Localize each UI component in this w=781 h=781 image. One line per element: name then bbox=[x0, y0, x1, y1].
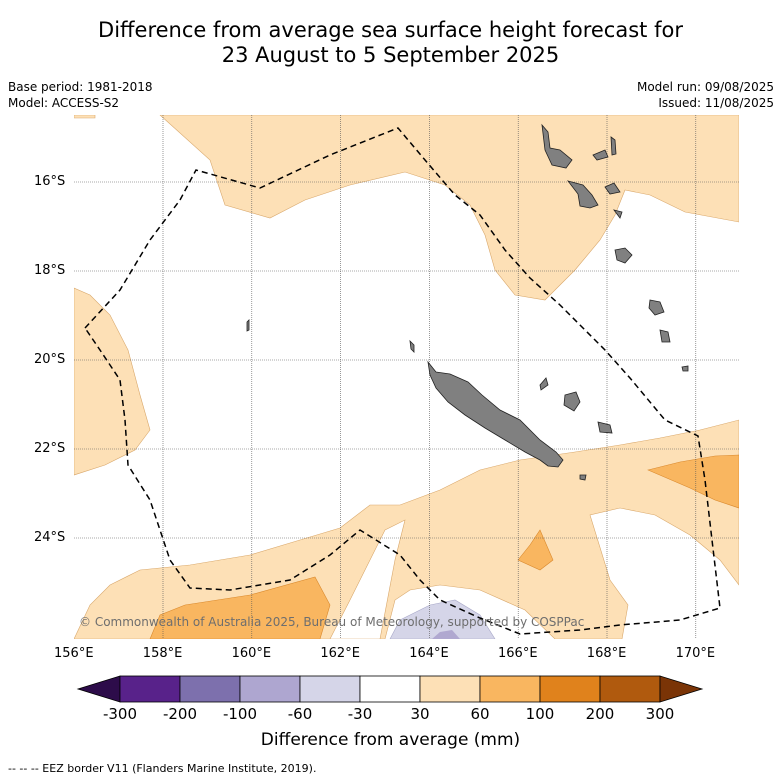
longitude-label: 168°E bbox=[586, 646, 627, 661]
anomaly-patch-east bbox=[647, 454, 739, 509]
island-west bbox=[246, 319, 250, 332]
anomaly-patch-negative bbox=[389, 599, 496, 639]
colorbar-label: 60 bbox=[470, 705, 490, 723]
latitude-label: 16°S bbox=[34, 174, 66, 189]
island-hunter bbox=[579, 474, 587, 481]
colorbar-title: Difference from average (mm) bbox=[260, 730, 521, 750]
anomaly-region-north bbox=[74, 115, 739, 301]
colorbar-segment bbox=[359, 675, 421, 703]
colorbar-segment bbox=[119, 675, 181, 703]
vanuatu-4 bbox=[566, 180, 599, 209]
longitude-label: 166°E bbox=[498, 646, 538, 661]
colorbar-label: 200 bbox=[585, 705, 615, 723]
colorbar-label: 30 bbox=[410, 705, 430, 723]
title-line-2: 23 August to 5 September 2025 bbox=[221, 43, 560, 67]
anomaly-patch-negative-core bbox=[432, 630, 460, 639]
colorbar-segment bbox=[239, 675, 301, 703]
anomaly-patch-south-central bbox=[517, 529, 554, 571]
vanuatu-3 bbox=[610, 136, 617, 156]
anomaly-patch-southwest bbox=[149, 576, 331, 639]
colorbar-label: -30 bbox=[347, 705, 373, 723]
meta-left: Base period: 1981-2018 Model: ACCESS-S2 bbox=[8, 79, 153, 111]
model-name: Model: ACCESS-S2 bbox=[8, 96, 120, 110]
loyalty-ouvea bbox=[539, 377, 549, 391]
longitude-label: 160°E bbox=[231, 646, 272, 661]
meta-right: Model run: 09/08/2025 Issued: 11/08/2025 bbox=[637, 79, 774, 111]
eez-legend-note: -- -- -- EEZ border V11 (Flanders Marine… bbox=[8, 762, 317, 775]
longitude-label: 170°E bbox=[675, 646, 716, 661]
colorbar-label: -300 bbox=[102, 705, 138, 723]
latitude-label: 22°S bbox=[34, 441, 66, 456]
colorbar-segment bbox=[419, 675, 481, 703]
map-area bbox=[74, 115, 739, 639]
colorbar-extend-low bbox=[76, 675, 121, 703]
colorbar-segment bbox=[299, 675, 361, 703]
colorbar-segment bbox=[599, 675, 661, 703]
colorbar-label: 100 bbox=[525, 705, 555, 723]
colorbar-label: -60 bbox=[287, 705, 313, 723]
base-period: Base period: 1981-2018 bbox=[8, 80, 153, 94]
colorbar-label: -100 bbox=[222, 705, 258, 723]
island-east-3 bbox=[681, 365, 689, 372]
vanuatu-7 bbox=[614, 247, 633, 264]
loyalty-mare bbox=[597, 421, 613, 434]
latitude-label: 20°S bbox=[34, 352, 66, 367]
chart-title: Difference from average sea surface heig… bbox=[0, 18, 781, 68]
graticule bbox=[74, 115, 739, 639]
copyright-notice: © Commonwealth of Australia 2025, Bureau… bbox=[79, 615, 585, 629]
colorbar-segment bbox=[179, 675, 241, 703]
issued-date: Issued: 11/08/2025 bbox=[658, 96, 774, 110]
latitude-label: 24°S bbox=[34, 530, 66, 545]
longitude-label: 162°E bbox=[320, 646, 360, 661]
longitude-label: 156°E bbox=[54, 646, 94, 661]
title-line-1: Difference from average sea surface heig… bbox=[98, 18, 683, 42]
vanuatu-2 bbox=[592, 149, 609, 161]
longitude-label: 164°E bbox=[409, 646, 449, 661]
longitude-label: 158°E bbox=[142, 646, 183, 661]
island-east-2 bbox=[659, 329, 671, 343]
loyalty-lifou bbox=[563, 391, 581, 412]
anomaly-region-west bbox=[74, 287, 151, 476]
vanuatu-6 bbox=[613, 209, 623, 219]
model-run: Model run: 09/08/2025 bbox=[636, 80, 774, 94]
colorbar-label: 300 bbox=[645, 705, 675, 723]
island-east-1 bbox=[648, 299, 665, 316]
colorbar-segment bbox=[539, 675, 601, 703]
new-caledonia bbox=[427, 360, 564, 468]
vanuatu-5 bbox=[604, 182, 621, 195]
colorbar-extend-high bbox=[659, 675, 704, 703]
colorbar-segment bbox=[479, 675, 541, 703]
latitude-label: 18°S bbox=[34, 263, 66, 278]
eez-border bbox=[84, 127, 721, 635]
colorbar bbox=[76, 675, 704, 703]
land-masses bbox=[246, 123, 689, 481]
island-belep bbox=[409, 339, 415, 353]
colorbar-label: -200 bbox=[162, 705, 198, 723]
vanuatu-north bbox=[541, 123, 573, 169]
